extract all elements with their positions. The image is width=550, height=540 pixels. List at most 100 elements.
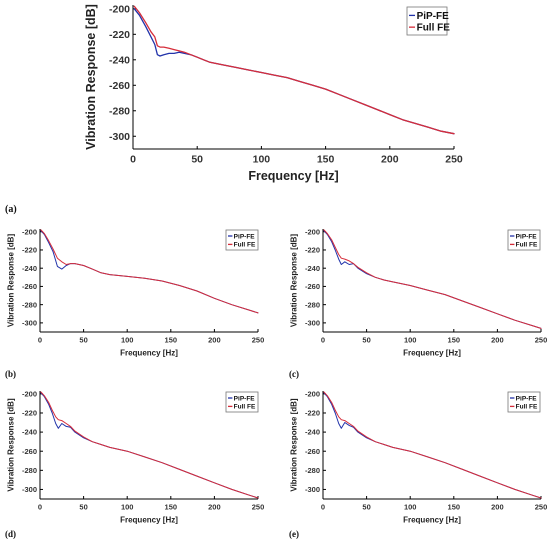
- legend-box: [225, 229, 259, 251]
- legend-label: Full FE: [516, 242, 538, 249]
- x-axis-title: Frequency [Hz]: [248, 169, 338, 183]
- y-tick-label: -220: [305, 246, 320, 255]
- y-axis-title: Vibration Response [dB]: [6, 398, 15, 492]
- y-axis-title: Vibration Response [dB]: [289, 234, 298, 328]
- x-tick-label: 200: [491, 503, 504, 512]
- x-tick-label: 100: [121, 336, 134, 345]
- x-tick-label: 0: [38, 503, 42, 512]
- x-tick-label: 100: [404, 336, 417, 345]
- x-tick-label: 0: [130, 154, 136, 166]
- y-tick-label: -280: [22, 300, 37, 309]
- y-tick-label: -220: [22, 246, 37, 255]
- x-tick-label: 0: [38, 336, 42, 345]
- x-tick-label: 200: [491, 336, 504, 345]
- y-axis-title: Vibration Response [dB]: [84, 4, 98, 150]
- series-line-full-fe: [40, 229, 259, 314]
- y-tick-label: -260: [305, 282, 320, 291]
- x-tick-label: 50: [362, 503, 370, 512]
- y-tick-label: -240: [305, 264, 320, 273]
- y-tick-label: -300: [22, 485, 37, 494]
- x-tick-label: 200: [208, 336, 221, 345]
- legend-label: PiP-FE: [516, 233, 538, 240]
- x-tick-label: 50: [79, 503, 87, 512]
- series-line-pip-fe: [40, 392, 259, 499]
- x-tick-label: 0: [321, 336, 325, 345]
- x-tick-label: 250: [252, 503, 265, 512]
- y-tick-label: -220: [22, 409, 37, 418]
- x-axis-title: Frequency [Hz]: [403, 349, 461, 358]
- series-line-full-fe: [323, 229, 542, 329]
- legend: PiP-FE Full FE: [225, 229, 259, 251]
- y-tick-label: -240: [109, 54, 130, 66]
- legend-label: Full FE: [516, 404, 538, 411]
- x-tick-label: 250: [535, 503, 548, 512]
- series-line-full-fe: [133, 5, 455, 135]
- x-tick-label: 150: [317, 154, 335, 166]
- series-line-pip-fe: [133, 8, 455, 135]
- legend: PiP-FE Full FE: [225, 391, 259, 413]
- y-tick-label: -200: [305, 389, 320, 398]
- legend-label: PiP-FE: [516, 395, 538, 402]
- x-tick-label: 100: [121, 503, 134, 512]
- x-axis-title: Frequency [Hz]: [120, 349, 178, 358]
- legend: PiP-FE Full FE: [507, 229, 541, 251]
- y-tick-label: -280: [109, 105, 130, 117]
- panel-label: (a): [5, 204, 17, 215]
- legend-box: [225, 391, 259, 413]
- y-tick-label: -260: [22, 447, 37, 456]
- legend-label: PiP-FE: [234, 395, 256, 402]
- y-tick-label: -300: [109, 131, 130, 143]
- x-tick-label: 100: [404, 503, 417, 512]
- chart-panel: 0 50 100 150 200 250 -200 -220 -240 -260 -280 -300 F…: [5, 3, 463, 215]
- y-tick-label: -300: [305, 485, 320, 494]
- x-tick-label: 250: [252, 336, 265, 345]
- legend-box: [507, 391, 541, 413]
- y-tick-label: -240: [22, 264, 37, 273]
- x-tick-label: 50: [191, 154, 203, 166]
- legend-box: [406, 6, 448, 36]
- y-tick-label: -200: [22, 389, 37, 398]
- x-tick-label: 150: [448, 503, 461, 512]
- x-tick-label: 250: [445, 154, 463, 166]
- y-axis-title: Vibration Response [dB]: [6, 234, 15, 328]
- panel-label: (d): [5, 529, 16, 539]
- chart-panel: 0 50 100 150 200 250 -200 -220 -240 -260 -280 -300 F…: [289, 389, 547, 539]
- y-tick-label: -260: [22, 282, 37, 291]
- legend-label: Full FE: [234, 404, 256, 411]
- legend-label: PiP-FE: [234, 233, 256, 240]
- y-tick-label: -200: [109, 3, 130, 15]
- series-line-full-fe: [40, 391, 259, 499]
- y-tick-label: -260: [109, 80, 130, 92]
- x-tick-label: 50: [362, 336, 370, 345]
- x-tick-label: 50: [79, 336, 87, 345]
- x-tick-label: 250: [535, 336, 548, 345]
- y-tick-label: -300: [22, 319, 37, 328]
- y-axis-title: Vibration Response [dB]: [289, 398, 298, 492]
- y-tick-label: -300: [305, 319, 320, 328]
- x-tick-label: 150: [165, 503, 178, 512]
- y-tick-label: -240: [305, 428, 320, 437]
- chart-panel: 0 50 100 150 200 250 -200 -220 -240 -260 -280 -300 F…: [5, 227, 264, 379]
- y-tick-label: -220: [109, 29, 130, 41]
- x-tick-label: 200: [381, 154, 399, 166]
- y-tick-label: -280: [305, 466, 320, 475]
- x-tick-label: 100: [253, 154, 271, 166]
- x-tick-label: 150: [165, 336, 178, 345]
- chart-panel: 0 50 100 150 200 250 -200 -220 -240 -260 -280 -300 F…: [5, 389, 264, 539]
- legend: PiP-FE Full FE: [507, 391, 541, 413]
- legend-box: [507, 229, 541, 251]
- y-tick-label: -260: [305, 447, 320, 456]
- panel-label: (c): [289, 369, 299, 379]
- x-tick-label: 0: [321, 503, 325, 512]
- panel-label: (e): [289, 529, 299, 539]
- y-tick-label: -220: [305, 409, 320, 418]
- series-line-full-fe: [323, 391, 542, 499]
- chart-panel: 0 50 100 150 200 250 -200 -220 -240 -260 -280 -300 F…: [289, 227, 547, 379]
- x-axis-title: Frequency [Hz]: [403, 516, 461, 525]
- y-tick-label: -200: [305, 227, 320, 236]
- y-tick-label: -240: [22, 428, 37, 437]
- y-tick-label: -200: [22, 227, 37, 236]
- legend-label: Full FE: [234, 242, 256, 249]
